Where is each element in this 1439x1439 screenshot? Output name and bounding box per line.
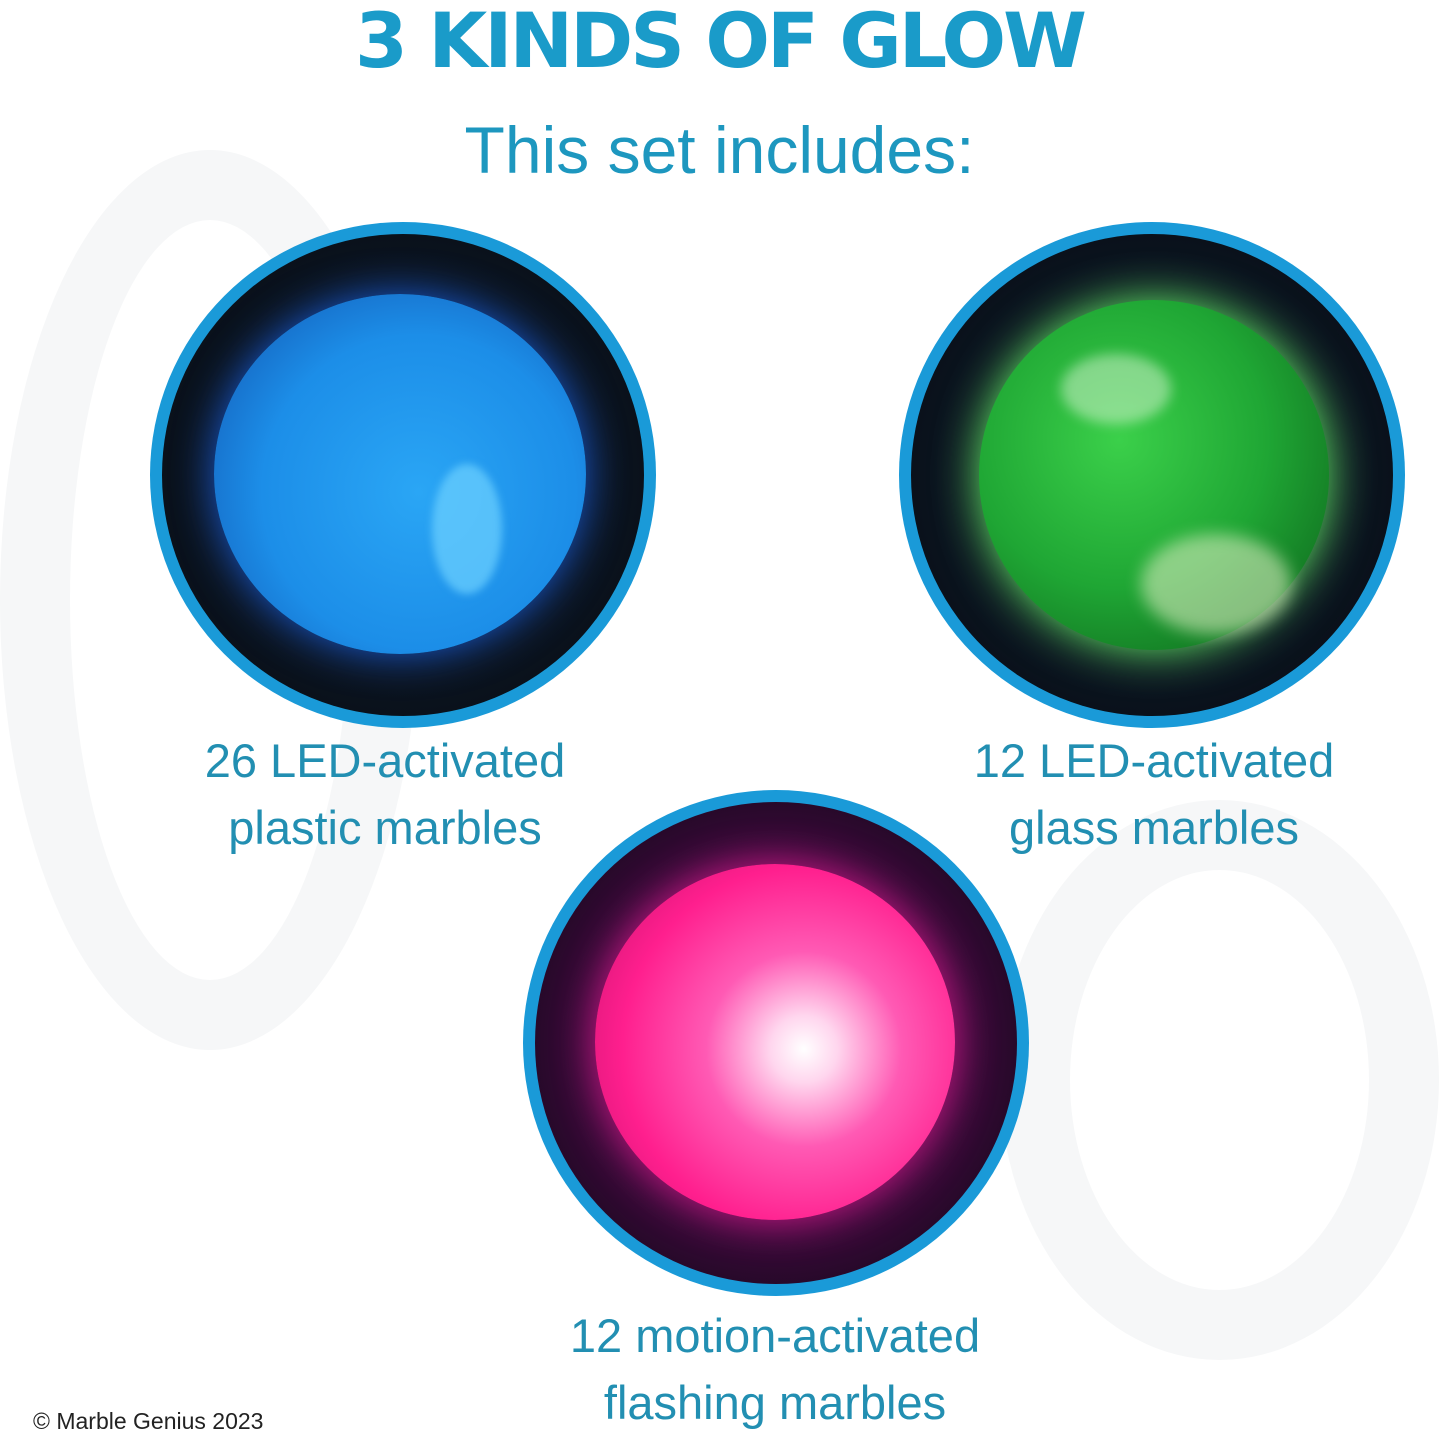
page-title: 3 KINDS OF GLOW — [355, 0, 1087, 85]
blue-marble-highlight — [432, 464, 502, 594]
item-label-line: 12 LED-activated — [973, 734, 1335, 787]
item-label-line: plastic marbles — [228, 801, 542, 854]
pink-marble — [595, 864, 955, 1220]
background-swirl — [1000, 800, 1439, 1360]
copyright: © Marble Genius 2023 — [33, 1408, 264, 1434]
item-label-glass: 12 LED-activated glass marbles — [899, 727, 1409, 861]
item-label-plastic: 26 LED-activated plastic marbles — [130, 727, 640, 861]
green-marble-glitter — [1061, 354, 1171, 424]
item-label-line: glass marbles — [1009, 801, 1299, 854]
glass-marble-image — [899, 222, 1405, 728]
item-label-line: 12 motion-activated — [569, 1309, 981, 1362]
green-marble-glitter — [1141, 534, 1291, 634]
page-subtitle: This set includes: — [464, 113, 975, 187]
blue-marble — [214, 294, 586, 654]
item-label-flashing: 12 motion-activated flashing marbles — [470, 1302, 1080, 1436]
plastic-marble-image — [150, 222, 656, 728]
item-label-line: 26 LED-activated — [204, 734, 566, 787]
flashing-marble-image — [523, 790, 1029, 1296]
item-label-line: flashing marbles — [603, 1376, 947, 1429]
